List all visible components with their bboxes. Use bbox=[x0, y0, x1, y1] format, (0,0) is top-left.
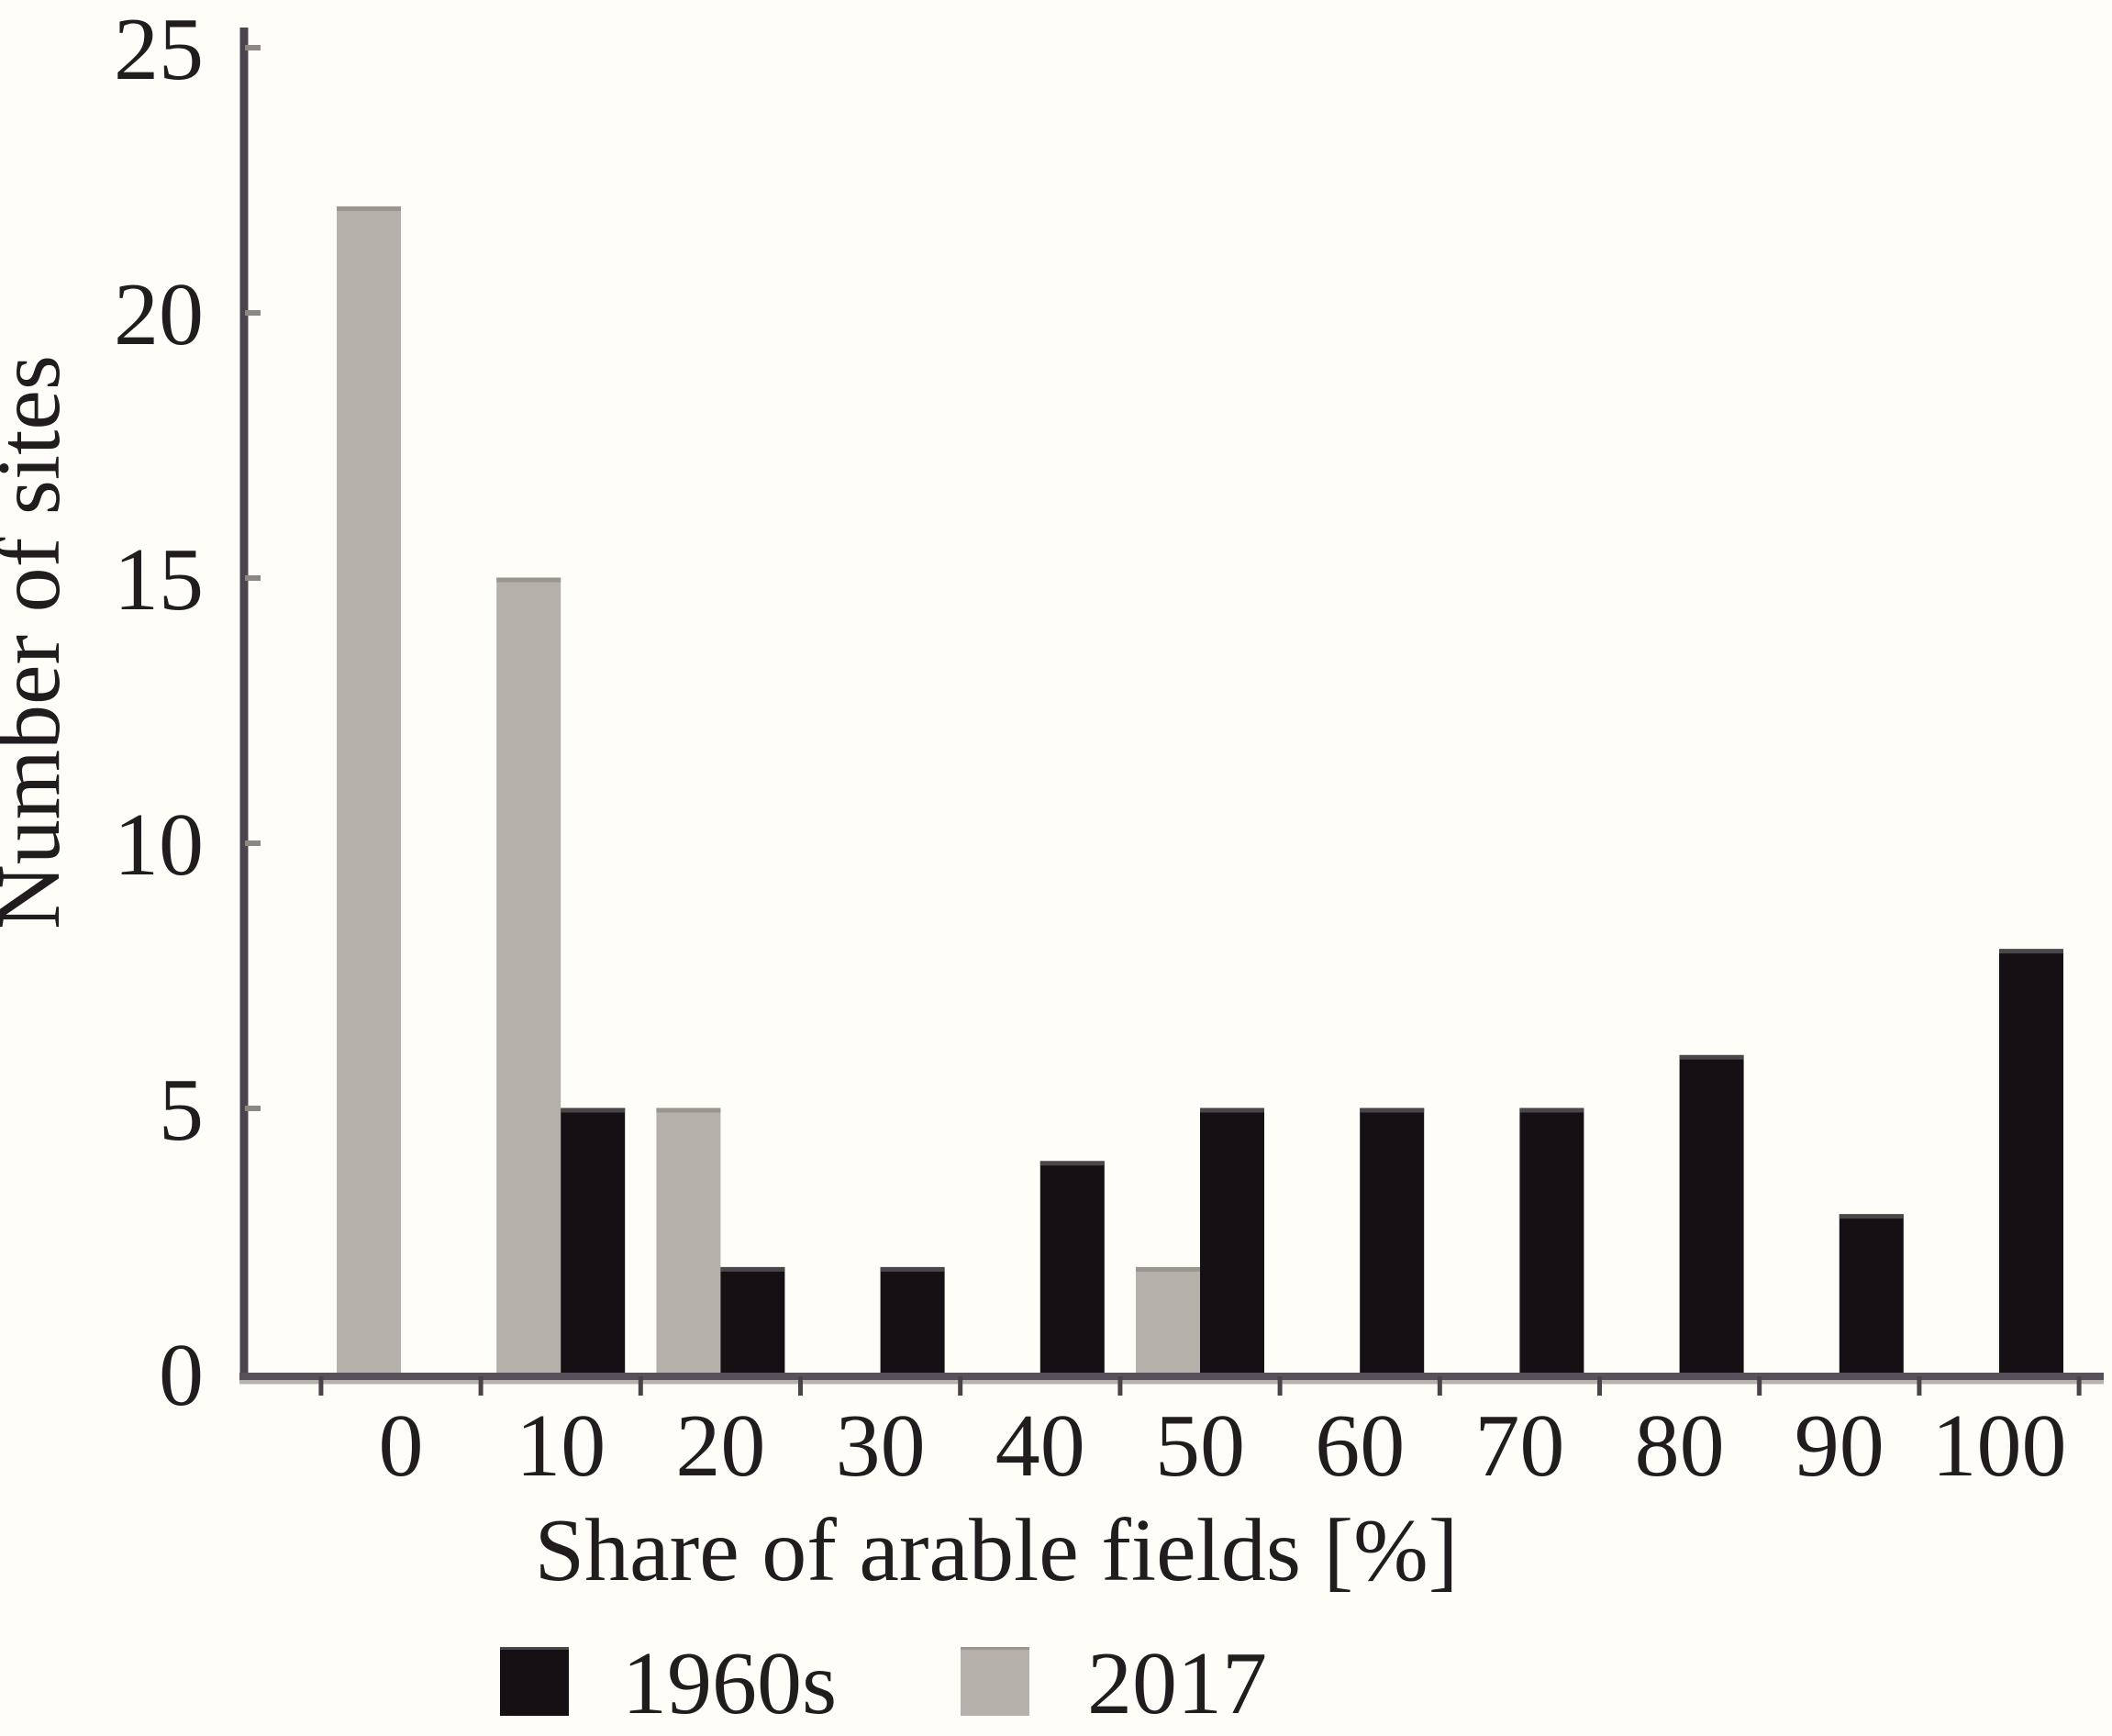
bar-1960s-30 bbox=[880, 1267, 945, 1374]
x-tick-label-10: 10 bbox=[516, 1397, 606, 1496]
y-tick-label-5: 5 bbox=[159, 1061, 204, 1160]
x-tick-label-40: 40 bbox=[995, 1397, 1085, 1496]
axes-group bbox=[239, 28, 2104, 1385]
bars-group bbox=[337, 206, 2063, 1374]
x-axis-title: Share of arable fields [%] bbox=[535, 1501, 1459, 1600]
x-tick-label-20: 20 bbox=[675, 1397, 765, 1496]
y-tick-label-20: 20 bbox=[114, 265, 204, 364]
y-tick-label-15: 15 bbox=[114, 530, 204, 629]
y-tick-label-0: 0 bbox=[159, 1326, 204, 1425]
x-tick-label-60: 60 bbox=[1315, 1397, 1405, 1496]
x-tick-label-70: 70 bbox=[1474, 1397, 1564, 1496]
bar-1960s-20 bbox=[720, 1267, 785, 1374]
x-tick-label-30: 30 bbox=[836, 1397, 926, 1496]
bar-2017-0 bbox=[337, 206, 401, 1374]
bar-1960s-70 bbox=[1519, 1108, 1584, 1374]
bar-2017-20 bbox=[656, 1108, 721, 1374]
x-tick-label-0: 0 bbox=[379, 1397, 424, 1496]
bar-1960s-60 bbox=[1360, 1108, 1425, 1374]
legend-item-1960s bbox=[500, 1647, 569, 1716]
x-tick-label-90: 90 bbox=[1795, 1397, 1884, 1496]
bar-2017-50 bbox=[1136, 1267, 1200, 1374]
x-tick-label-100: 100 bbox=[1932, 1397, 2067, 1496]
bar-1960s-80 bbox=[1679, 1055, 1744, 1374]
bar-1960s-50 bbox=[1200, 1108, 1264, 1374]
legend-label-2017: 2017 bbox=[1087, 1634, 1267, 1733]
y-tick-label-25: 25 bbox=[114, 0, 204, 99]
bar-1960s-40 bbox=[1039, 1161, 1105, 1374]
bar-1960s-10 bbox=[561, 1108, 626, 1374]
legend-item-2017 bbox=[961, 1647, 1029, 1716]
tick-labels-group: 0 5 10 15 20 25 0 10 20 30 40 50 60 70 80 90 100 bbox=[114, 0, 2067, 1496]
bar-2017-10 bbox=[496, 578, 561, 1374]
bar-1960s-90 bbox=[1839, 1214, 1904, 1374]
y-tick-label-10: 10 bbox=[114, 796, 204, 895]
y-axis-title: Number of sites bbox=[0, 355, 79, 929]
x-tick-label-80: 80 bbox=[1635, 1397, 1725, 1496]
legend-swatch-2017 bbox=[961, 1647, 1029, 1716]
legend-swatch-1960s bbox=[500, 1647, 569, 1716]
bar-1960s-100 bbox=[1999, 949, 2063, 1374]
legend-label-1960s: 1960s bbox=[622, 1634, 838, 1733]
ticks-group bbox=[245, 45, 2082, 1396]
x-tick-label-50: 50 bbox=[1155, 1397, 1245, 1496]
